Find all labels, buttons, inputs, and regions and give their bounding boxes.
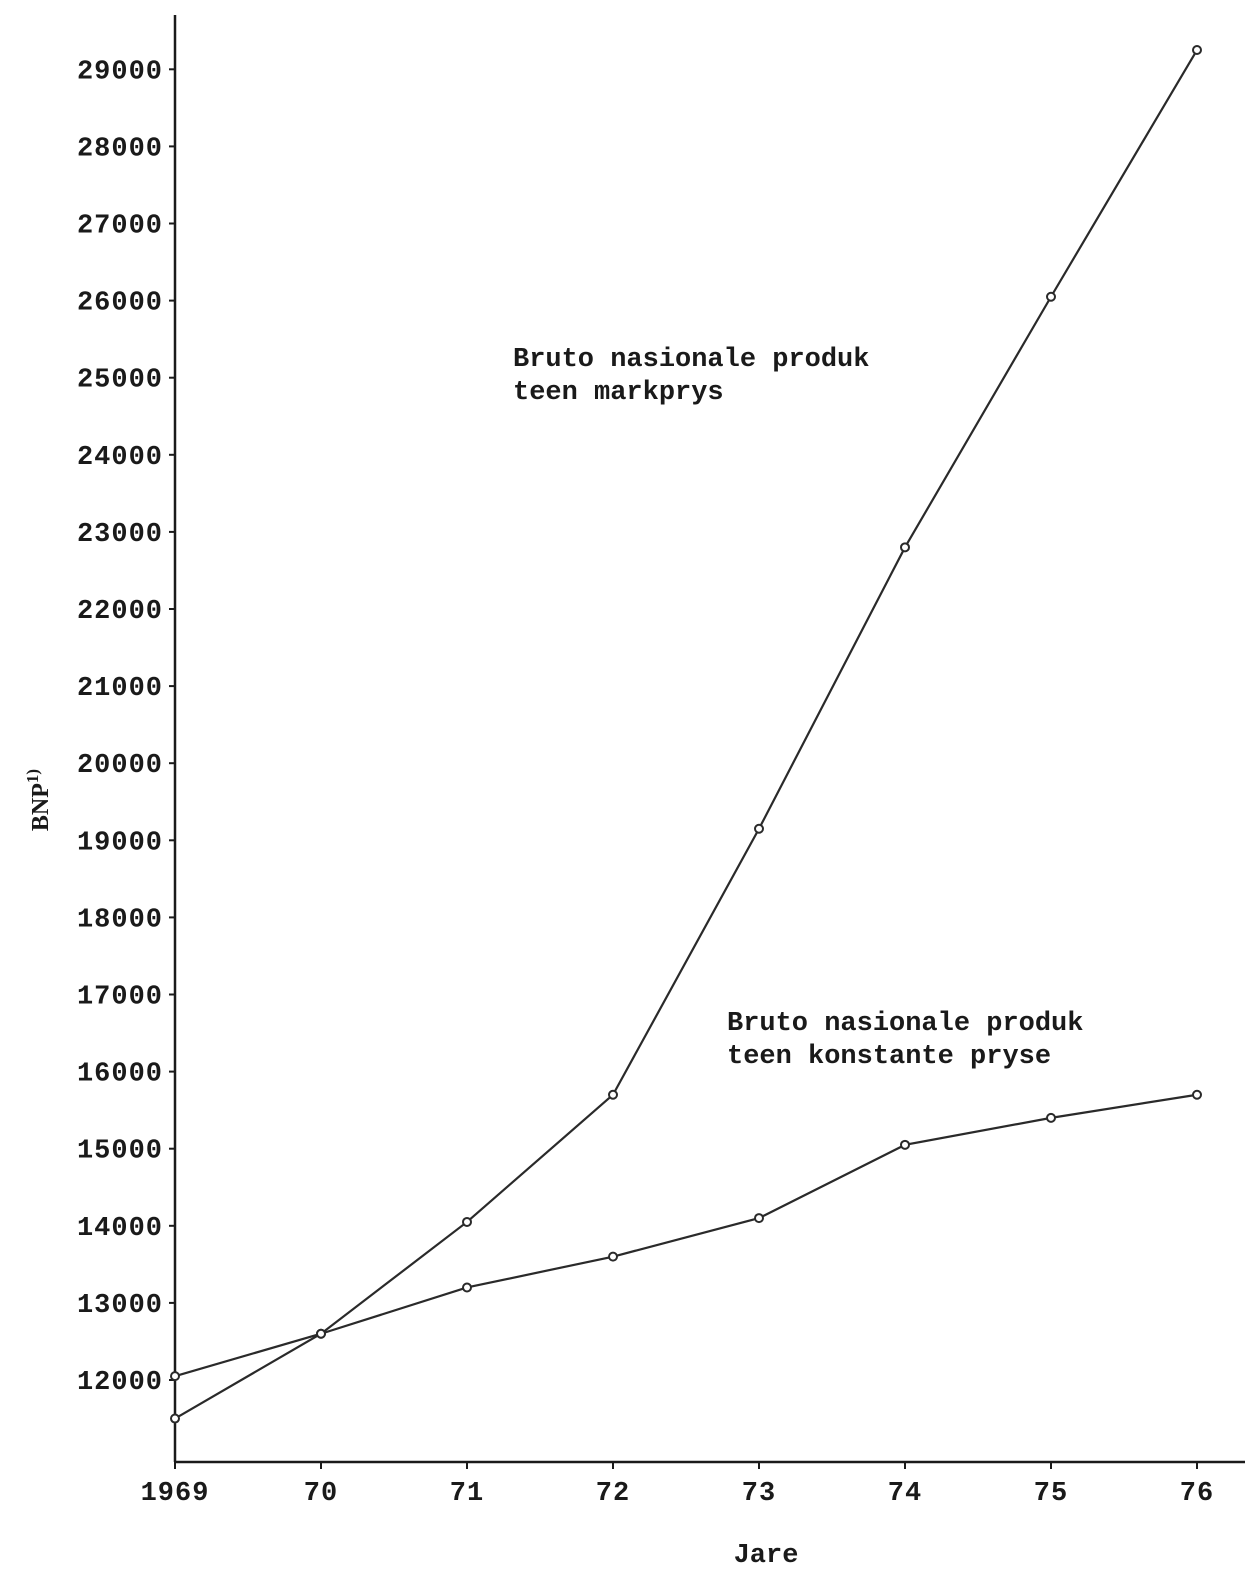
- series-1-annotation-line-1: Bruto nasionale produk: [513, 345, 869, 375]
- x-axis-title: Jare: [734, 1541, 799, 1570]
- y-tick-label: 29000: [77, 57, 163, 87]
- series-1-annotation-line-2: teen markprys: [513, 378, 724, 408]
- svg-text:BNP1): BNP1): [23, 769, 54, 831]
- x-tick-label: 73: [742, 1479, 776, 1509]
- y-tick-label: 16000: [77, 1060, 163, 1090]
- series-1-point: [1192, 45, 1202, 56]
- series-2-point: [316, 1328, 326, 1339]
- x-tick-label: 76: [1180, 1479, 1214, 1509]
- x-tick-label: 72: [596, 1479, 630, 1509]
- series-1-line: [174, 49, 1198, 1420]
- series-2-point: [1046, 1112, 1056, 1123]
- y-tick-label: 13000: [77, 1291, 163, 1321]
- x-tick-label: 70: [304, 1479, 338, 1509]
- y-tick-label: 12000: [77, 1368, 163, 1398]
- y-tick-label: 26000: [77, 289, 163, 319]
- series-2-annotation: Bruto nasionale produk teen konstante pr…: [727, 1009, 1100, 1072]
- y-tick-label: 15000: [77, 1137, 163, 1167]
- x-tick-group: 1969 70 71 72 73 74 75 76: [141, 1462, 1214, 1509]
- y-tick-label: 17000: [77, 983, 163, 1013]
- y-tick-label: 19000: [77, 828, 163, 858]
- y-tick-label: 23000: [77, 520, 163, 550]
- x-tick-label: 75: [1034, 1479, 1068, 1509]
- x-tick-label: 71: [450, 1479, 484, 1509]
- y-axis-title-superscript: 1): [23, 769, 42, 783]
- x-tick-label: 74: [888, 1479, 922, 1509]
- series-1-point: [170, 1413, 180, 1424]
- series-group: [170, 45, 1202, 1424]
- series-2-point: [754, 1213, 764, 1224]
- series-1-point: [754, 823, 764, 834]
- x-tick-label: 1969: [141, 1479, 210, 1509]
- series-1-point: [1046, 291, 1056, 302]
- series-2-point: [170, 1371, 180, 1382]
- series-1-point: [462, 1216, 472, 1227]
- series-2-point: [462, 1282, 472, 1293]
- series-2-annotation-line-1: Bruto nasionale produk: [727, 1009, 1083, 1039]
- series-2-line: [174, 1093, 1198, 1378]
- y-axis-title-text: BNP: [28, 783, 54, 831]
- y-tick-label: 24000: [77, 443, 163, 473]
- series-1-point: [900, 542, 910, 553]
- series-1-point: [608, 1089, 618, 1100]
- series-2-point: [1192, 1089, 1202, 1100]
- series-1-annotation: Bruto nasionale produk teen markprys: [513, 345, 886, 408]
- y-tick-label: 22000: [77, 597, 163, 627]
- series-2-annotation-line-2: teen konstante pryse: [727, 1042, 1051, 1072]
- y-tick-label: 27000: [77, 212, 163, 242]
- y-tick-label: 25000: [77, 366, 163, 396]
- y-axis-title: BNP1): [23, 769, 54, 831]
- y-tick-label: 28000: [77, 134, 163, 164]
- y-tick-label: 20000: [77, 751, 163, 781]
- y-tick-group: 12000 13000 14000 15000 16000 17000 18000 19000…: [77, 57, 175, 1398]
- y-tick-label: 18000: [77, 905, 163, 935]
- y-tick-label: 14000: [77, 1214, 163, 1244]
- axes: [173, 15, 1245, 1464]
- series-2-point: [900, 1139, 910, 1150]
- series-2-point: [608, 1251, 618, 1262]
- y-tick-label: 21000: [77, 674, 163, 704]
